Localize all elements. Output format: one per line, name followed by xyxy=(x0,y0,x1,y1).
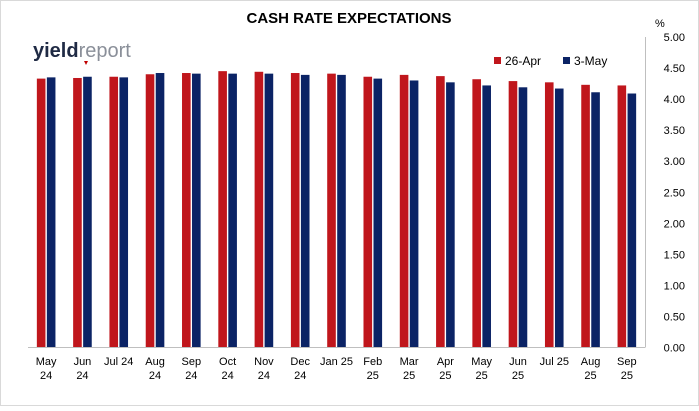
x-tick-label: 25 xyxy=(403,370,415,382)
bar-series-2-5 xyxy=(228,73,237,348)
x-tick-label: May xyxy=(36,356,57,368)
bar-series-2-15 xyxy=(591,92,600,348)
y-tick-label: 3.00 xyxy=(664,156,685,168)
bar-series-1-12 xyxy=(472,79,481,348)
bar-series-1-10 xyxy=(399,74,409,348)
bar-series-1-0 xyxy=(36,78,46,348)
logo-yield-text: yield xyxy=(33,40,79,62)
legend-swatch-2 xyxy=(563,57,570,64)
bar-series-2-1 xyxy=(83,76,92,348)
bar-series-1-2 xyxy=(109,76,119,348)
bars xyxy=(36,71,637,348)
bar-series-2-11 xyxy=(446,82,455,348)
logo: yieldreport xyxy=(33,40,131,65)
bar-series-2-16 xyxy=(627,93,637,348)
x-tick-label: 24 xyxy=(40,370,52,382)
x-tick-label: Jun xyxy=(509,356,527,368)
x-tick-label: 25 xyxy=(621,370,633,382)
y-tick-label: 0.00 xyxy=(664,343,685,355)
legend-label-1: 26-Apr xyxy=(505,54,541,68)
legend-label-2: 3-May xyxy=(574,54,607,68)
logo-accent-icon xyxy=(84,61,88,65)
bar-series-1-15 xyxy=(581,84,590,348)
bar-series-1-5 xyxy=(218,71,227,348)
bar-series-1-13 xyxy=(508,81,518,348)
bar-series-1-6 xyxy=(254,71,264,348)
y-axis-label: % xyxy=(655,18,665,30)
y-tick-label: 4.00 xyxy=(664,94,685,106)
legend-swatch-1 xyxy=(494,57,501,64)
y-tick-label: 1.50 xyxy=(664,249,685,261)
x-tick-label: 24 xyxy=(221,370,233,382)
x-tick-label: 24 xyxy=(149,370,161,382)
x-tick-label: Apr xyxy=(437,356,454,368)
x-tick-label: May xyxy=(471,356,492,368)
legend: 26-Apr 3-May xyxy=(494,54,607,68)
bar-series-2-9 xyxy=(373,78,383,348)
x-tick-label: 25 xyxy=(439,370,451,382)
y-tick-label: 3.50 xyxy=(664,125,685,137)
x-tick-label: Mar xyxy=(400,356,419,368)
x-tick-label: 24 xyxy=(294,370,306,382)
y-tick-label: 2.50 xyxy=(664,187,685,199)
bar-series-1-11 xyxy=(436,76,445,348)
bar-series-1-16 xyxy=(617,85,627,348)
y-tick-label: 2.00 xyxy=(664,218,685,230)
bar-series-1-8 xyxy=(327,73,336,348)
bar-series-2-10 xyxy=(409,80,419,348)
x-tick-label: 25 xyxy=(512,370,524,382)
x-tick-label: Sep xyxy=(617,356,637,368)
x-tick-label: 24 xyxy=(258,370,270,382)
x-tick-label: Aug xyxy=(145,356,165,368)
y-tick-label: 1.00 xyxy=(664,280,685,292)
x-tick-label: Jan 25 xyxy=(320,356,353,368)
bar-series-1-3 xyxy=(145,74,155,348)
bar-series-2-7 xyxy=(300,74,310,348)
bar-series-1-9 xyxy=(363,76,373,348)
bar-series-1-4 xyxy=(182,73,191,348)
bar-series-1-1 xyxy=(73,77,82,348)
x-tick-label: 25 xyxy=(367,370,379,382)
bar-series-2-3 xyxy=(155,73,165,348)
x-tick-label: 25 xyxy=(584,370,596,382)
bar-series-1-7 xyxy=(290,73,300,348)
x-tick-label: Aug xyxy=(581,356,601,368)
chart-title: CASH RATE EXPECTATIONS xyxy=(246,10,451,27)
x-tick-label: Feb xyxy=(363,356,382,368)
x-tick-label: Nov xyxy=(254,356,274,368)
y-tick-label: 0.50 xyxy=(664,311,685,323)
x-tick-label: Oct xyxy=(219,356,236,368)
x-tick-label: 24 xyxy=(76,370,88,382)
bar-series-2-12 xyxy=(482,85,491,348)
bar-series-2-8 xyxy=(337,74,346,348)
svg-text:yieldreport: yieldreport xyxy=(33,40,131,62)
bar-series-2-14 xyxy=(554,88,564,348)
y-axis-tick-labels: 0.00 0.50 1.00 1.50 2.00 2.50 3.00 3.50 4.00 4.50… xyxy=(664,32,685,355)
bar-series-2-0 xyxy=(46,77,56,348)
x-axis-tick-labels: May 24 Jun 24 Jul 24 Aug 24 Sep 24 Oct 24 Nov 24 Dec 2… xyxy=(36,356,637,382)
x-tick-label: Jul 24 xyxy=(104,356,133,368)
logo-report-text: report xyxy=(79,40,132,62)
x-tick-label: 24 xyxy=(185,370,197,382)
x-tick-label: 25 xyxy=(476,370,488,382)
bar-series-1-14 xyxy=(544,82,554,348)
x-tick-label: Dec xyxy=(290,356,310,368)
x-tick-label: Jul 25 xyxy=(540,356,569,368)
bar-series-2-4 xyxy=(192,73,201,348)
bar-series-2-13 xyxy=(518,87,528,348)
bar-series-2-2 xyxy=(119,77,129,348)
x-tick-label: Jun xyxy=(74,356,92,368)
bar-series-2-6 xyxy=(264,73,274,348)
y-tick-label: 4.50 xyxy=(664,63,685,75)
y-tick-label: 5.00 xyxy=(664,32,685,44)
x-tick-label: Sep xyxy=(182,356,202,368)
